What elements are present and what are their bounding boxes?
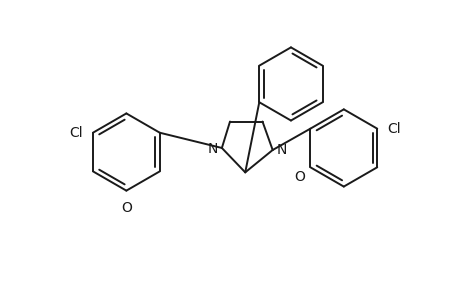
Text: N: N (207, 142, 217, 156)
Text: Cl: Cl (386, 122, 400, 136)
Text: N: N (276, 143, 286, 157)
Text: Cl: Cl (69, 126, 83, 140)
Text: O: O (121, 201, 132, 215)
Text: O: O (294, 170, 305, 184)
